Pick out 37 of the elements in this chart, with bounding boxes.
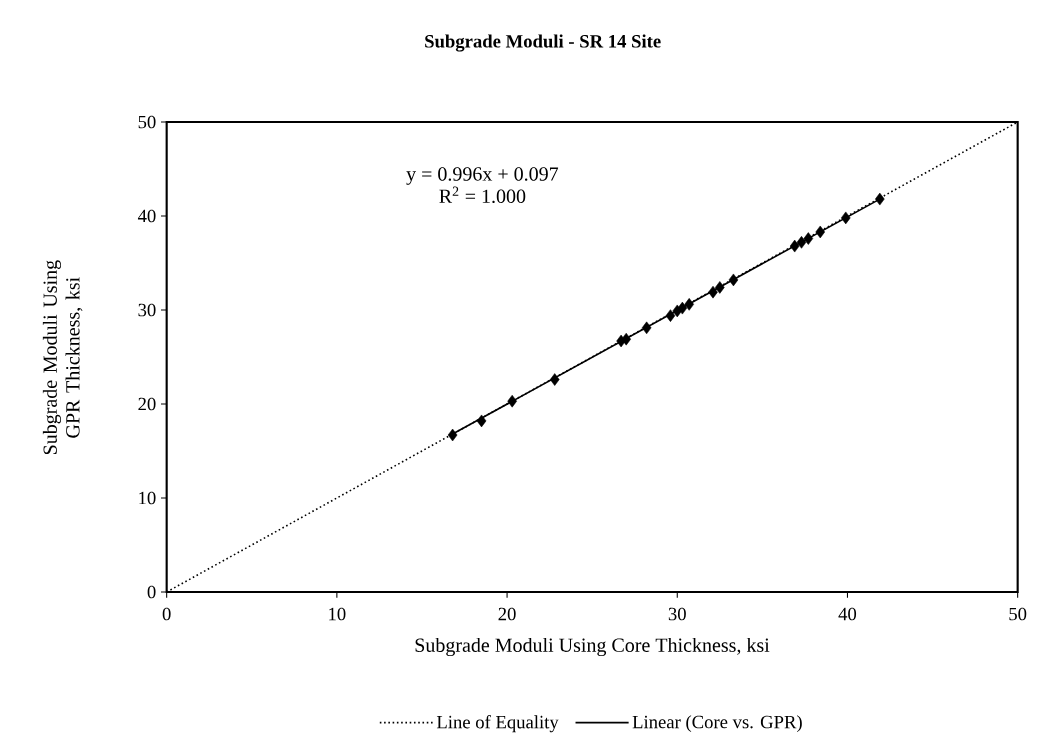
point — [728, 273, 739, 287]
point — [815, 225, 825, 239]
annotation: y = 0.996x + 0.097 — [406, 167, 559, 186]
point — [789, 240, 800, 253]
x-tick-label: 50 — [1009, 607, 1027, 621]
point — [796, 236, 807, 249]
point — [621, 333, 631, 346]
point — [476, 414, 487, 428]
point — [677, 302, 688, 315]
x-tick-label: 40 — [838, 607, 857, 621]
point — [665, 309, 676, 323]
point — [641, 321, 652, 335]
y-tick-label: 20 — [138, 397, 156, 411]
legend-label: Line of Equality — [436, 715, 559, 733]
x-tick-label: 0 — [162, 607, 171, 621]
chart-title: Subgrade Moduli - SR 14 Site — [425, 34, 661, 52]
legend-label: Linear (Core vs. GPR) — [632, 715, 802, 733]
y-tick-label: 30 — [138, 303, 156, 317]
point — [708, 286, 718, 299]
point — [549, 373, 560, 387]
x-tick-label: 20 — [498, 607, 516, 621]
y-tick-label: 50 — [138, 115, 156, 129]
point — [875, 193, 885, 206]
point — [840, 211, 851, 225]
point — [803, 232, 814, 246]
point — [715, 281, 725, 294]
x-axis-title: Subgrade Moduli Using Core Thickness, ksi — [415, 638, 770, 657]
y-tick-label: 40 — [137, 209, 156, 223]
point — [684, 298, 694, 311]
x-tick-label: 30 — [668, 607, 686, 621]
annotation: R$^{2}$ = 1.000 — [439, 186, 526, 204]
point — [507, 395, 517, 408]
y-tick-label: 0 — [147, 585, 156, 599]
x-tick-label: 10 — [329, 607, 346, 621]
point — [447, 428, 458, 442]
y-tick-label: 10 — [139, 491, 156, 505]
y-axis-title: Subgrade Moduli Using GPR Thickness, ksi — [42, 260, 83, 455]
